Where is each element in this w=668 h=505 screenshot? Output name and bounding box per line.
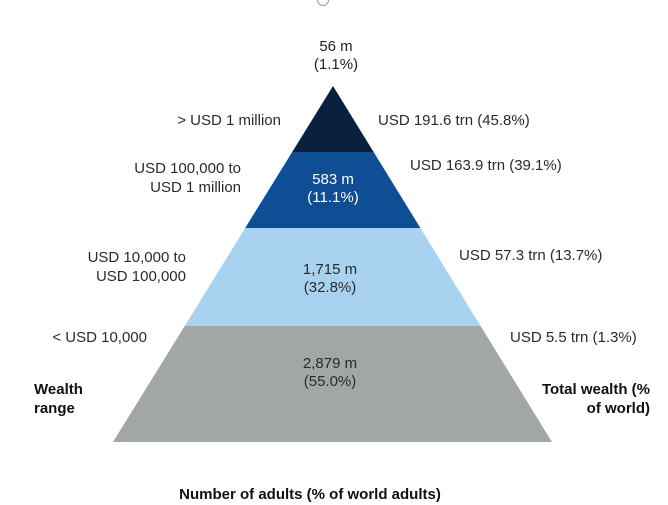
tier-1-adults: 583 m [312,171,354,188]
tier-1-adults-label: 583 m (11.1%) [307,171,358,207]
tier-2-segment [184,228,481,326]
tier-1-wealth: USD 163.9 trn (39.1%) [410,157,562,174]
tier-2-adults: 1,715 m [302,261,358,278]
tier-2-adults-pct: (32.8%) [303,279,357,296]
tier-3-segment [113,326,552,442]
tier-1-adults-pct: (11.1%) [307,189,359,206]
tier-2-wealth: USD 57.3 trn (13.7%) [459,247,603,264]
tier-0-adults-pct: (1.1%) [313,56,359,73]
tier-2-range: USD 10,000 to USD 100,000 [88,248,186,286]
tier-1-segment [245,152,421,228]
tier-0-adults-label: 56 m (1.1%) [314,38,358,74]
tier-3-wealth: USD 5.5 trn (1.3%) [510,329,637,346]
tier-1-range-line1: USD 100,000 to [134,160,241,177]
tier-0-segment [292,86,374,152]
tier-3-range: < USD 10,000 [52,328,147,347]
tier-3-range-line1: < USD 10,000 [52,329,147,346]
tier-1-range: USD 100,000 to USD 1 million [134,159,241,197]
wealth-range-axis-label: Wealth range [34,381,83,417]
total-wealth-axis-label: Total wealth (% of world) [541,381,650,417]
tier-2-range-line2: USD 100,000 [95,268,186,285]
tier-0-range: > USD 1 million [177,111,281,130]
tier-0-wealth: USD 191.6 trn (45.8%) [378,112,530,129]
tier-2-adults-label: 1,715 m (32.8%) [303,261,357,297]
tier-3-adults: 2,879 m [302,355,358,372]
x-axis-label: Number of adults (% of world adults) [179,486,441,503]
tier-0-adults: 56 m [319,38,353,55]
tier-2-range-line1: USD 10,000 to [87,249,186,266]
tier-0-range-line1: > USD 1 million [177,112,281,129]
tier-3-adults-pct: (55.0%) [303,373,357,390]
tier-3-adults-label: 2,879 m (55.0%) [303,355,357,391]
tier-1-range-line2: USD 1 million [150,179,241,196]
